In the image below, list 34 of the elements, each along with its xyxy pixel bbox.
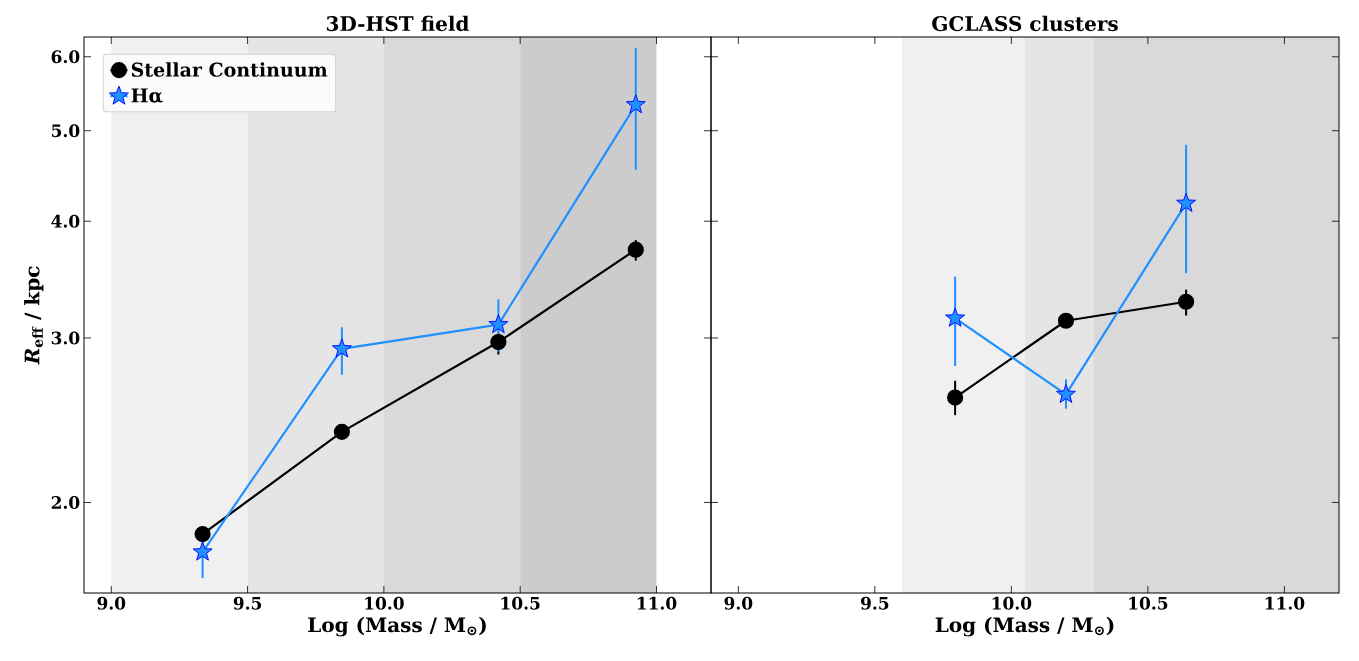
chart-title: GCLASS clusters xyxy=(932,15,1118,32)
x-tick-label: 11.0 xyxy=(637,596,677,610)
legend-label: Stellar Continuum xyxy=(131,62,328,77)
chart-title: 3D-HST field xyxy=(326,15,469,32)
y-tick-label: 4.0 xyxy=(51,214,80,228)
x-tick-label: 10.5 xyxy=(1129,596,1168,610)
y-tick-label: 2.0 xyxy=(51,496,80,509)
x-tick-label: 11.0 xyxy=(1265,596,1305,610)
point xyxy=(333,423,350,440)
point xyxy=(1176,192,1197,212)
y-axis-title: R$_{eff}$ / kpc xyxy=(24,266,44,365)
x-axis-title: Log (Mass / M$_{⊙}$) xyxy=(935,616,1114,637)
x-tick-label: 10.0 xyxy=(365,596,404,610)
point xyxy=(945,307,966,327)
point xyxy=(1057,312,1075,329)
x-tick-label: 9.5 xyxy=(233,596,262,610)
x-tick-label: 9.0 xyxy=(97,596,126,610)
y-tick-label: 5.0 xyxy=(51,124,80,138)
point xyxy=(625,94,646,114)
x-tick-label: 9.0 xyxy=(724,596,753,610)
x-tick-label: 10.5 xyxy=(501,596,540,610)
x-axis-title: Log (Mass / M$_{⊙}$) xyxy=(308,616,486,637)
point xyxy=(1056,383,1076,403)
point xyxy=(194,526,211,543)
x-tick-label: 9.5 xyxy=(860,596,889,610)
point xyxy=(331,338,352,358)
x-tick-label: 10.0 xyxy=(992,596,1032,610)
point xyxy=(192,541,213,561)
point xyxy=(1178,293,1195,310)
y-tick-label: 3.0 xyxy=(51,331,80,345)
point xyxy=(947,389,964,406)
y-tick-label: 6.0 xyxy=(51,50,80,64)
point xyxy=(488,314,509,334)
legend-label: Hα xyxy=(131,88,163,103)
